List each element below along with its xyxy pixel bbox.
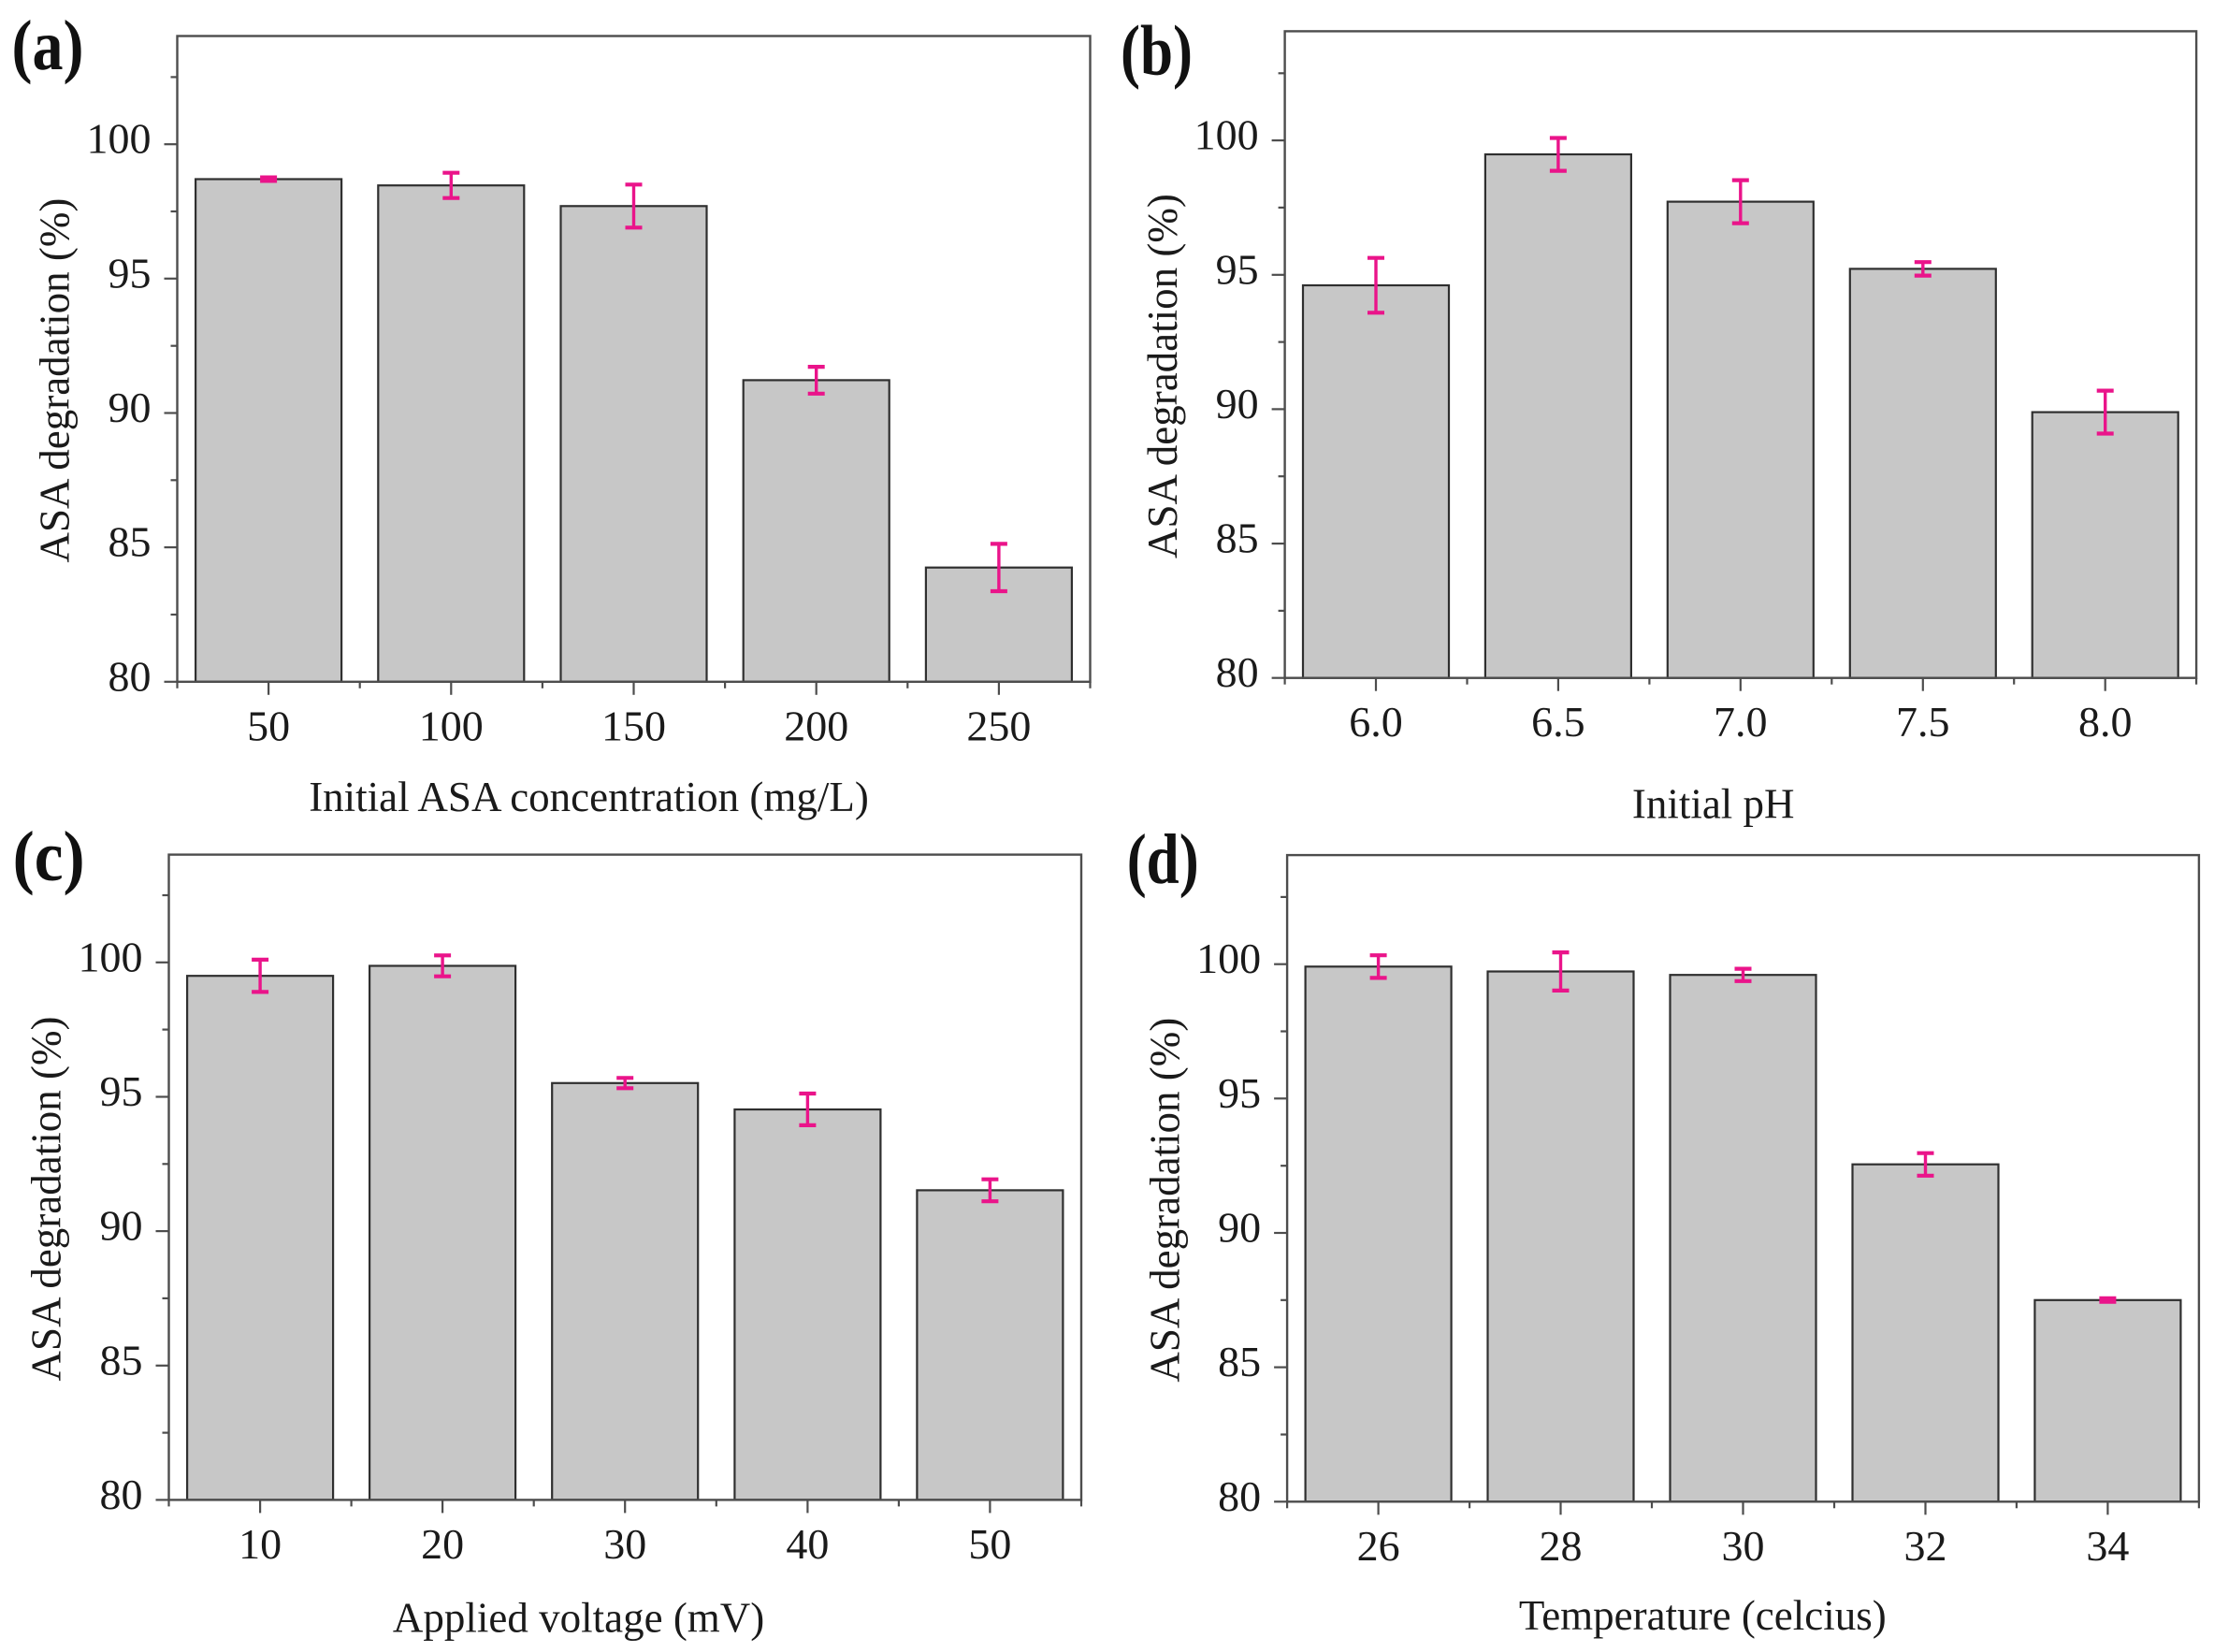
svg-text:ASA degradation (%): ASA degradation (%) [1142, 1018, 1189, 1383]
svg-text:85: 85 [1216, 514, 1259, 562]
svg-text:80: 80 [1216, 648, 1259, 696]
svg-text:Applied voltage (mV): Applied voltage (mV) [393, 1595, 764, 1642]
svg-text:6.5: 6.5 [1531, 698, 1585, 746]
svg-text:30: 30 [1722, 1522, 1765, 1570]
svg-text:50: 50 [968, 1520, 1011, 1568]
svg-text:85: 85 [100, 1336, 143, 1384]
svg-text:90: 90 [1218, 1204, 1261, 1252]
svg-text:34: 34 [2086, 1522, 2129, 1570]
svg-text:(d): (d) [1127, 820, 1199, 899]
svg-text:200: 200 [784, 702, 848, 749]
svg-text:40: 40 [786, 1520, 829, 1568]
svg-text:100: 100 [1194, 111, 1259, 159]
svg-text:26: 26 [1357, 1522, 1400, 1570]
svg-text:Temperature (celcius): Temperature (celcius) [1519, 1592, 1887, 1639]
svg-text:20: 20 [421, 1520, 464, 1568]
svg-text:90: 90 [1216, 380, 1259, 427]
svg-text:90: 90 [100, 1202, 143, 1250]
svg-text:30: 30 [603, 1520, 646, 1568]
svg-text:(a): (a) [12, 7, 84, 85]
svg-text:100: 100 [1196, 935, 1261, 982]
svg-text:95: 95 [1216, 245, 1259, 293]
svg-text:85: 85 [109, 518, 152, 566]
svg-text:85: 85 [1218, 1338, 1261, 1385]
svg-text:10: 10 [239, 1520, 282, 1568]
svg-text:6.0: 6.0 [1349, 698, 1403, 746]
svg-text:8.0: 8.0 [2078, 698, 2133, 746]
svg-text:80: 80 [1218, 1472, 1261, 1520]
svg-text:95: 95 [109, 249, 152, 297]
svg-text:90: 90 [109, 384, 152, 431]
svg-text:Initial ASA concentration (mg/: Initial ASA concentration (mg/L) [309, 774, 869, 820]
svg-text:80: 80 [100, 1471, 143, 1518]
svg-text:150: 150 [601, 702, 666, 749]
svg-text:100: 100 [419, 702, 484, 749]
svg-text:32: 32 [1904, 1522, 1947, 1570]
svg-text:Initial pH: Initial pH [1632, 781, 1795, 828]
svg-text:ASA degradation (%): ASA degradation (%) [1139, 194, 1186, 558]
svg-text:7.5: 7.5 [1896, 698, 1950, 746]
svg-text:95: 95 [100, 1067, 143, 1115]
svg-text:ASA degradation (%): ASA degradation (%) [23, 1017, 70, 1382]
svg-text:250: 250 [966, 702, 1031, 749]
svg-text:(b): (b) [1121, 12, 1193, 91]
svg-text:100: 100 [79, 933, 143, 980]
svg-text:100: 100 [87, 115, 152, 163]
svg-text:ASA degradation (%): ASA degradation (%) [32, 198, 79, 563]
svg-text:28: 28 [1540, 1522, 1583, 1570]
svg-text:50: 50 [247, 702, 290, 749]
svg-text:95: 95 [1218, 1069, 1261, 1117]
svg-text:80: 80 [109, 652, 152, 700]
svg-text:(c): (c) [13, 818, 85, 896]
svg-text:7.0: 7.0 [1714, 698, 1768, 746]
